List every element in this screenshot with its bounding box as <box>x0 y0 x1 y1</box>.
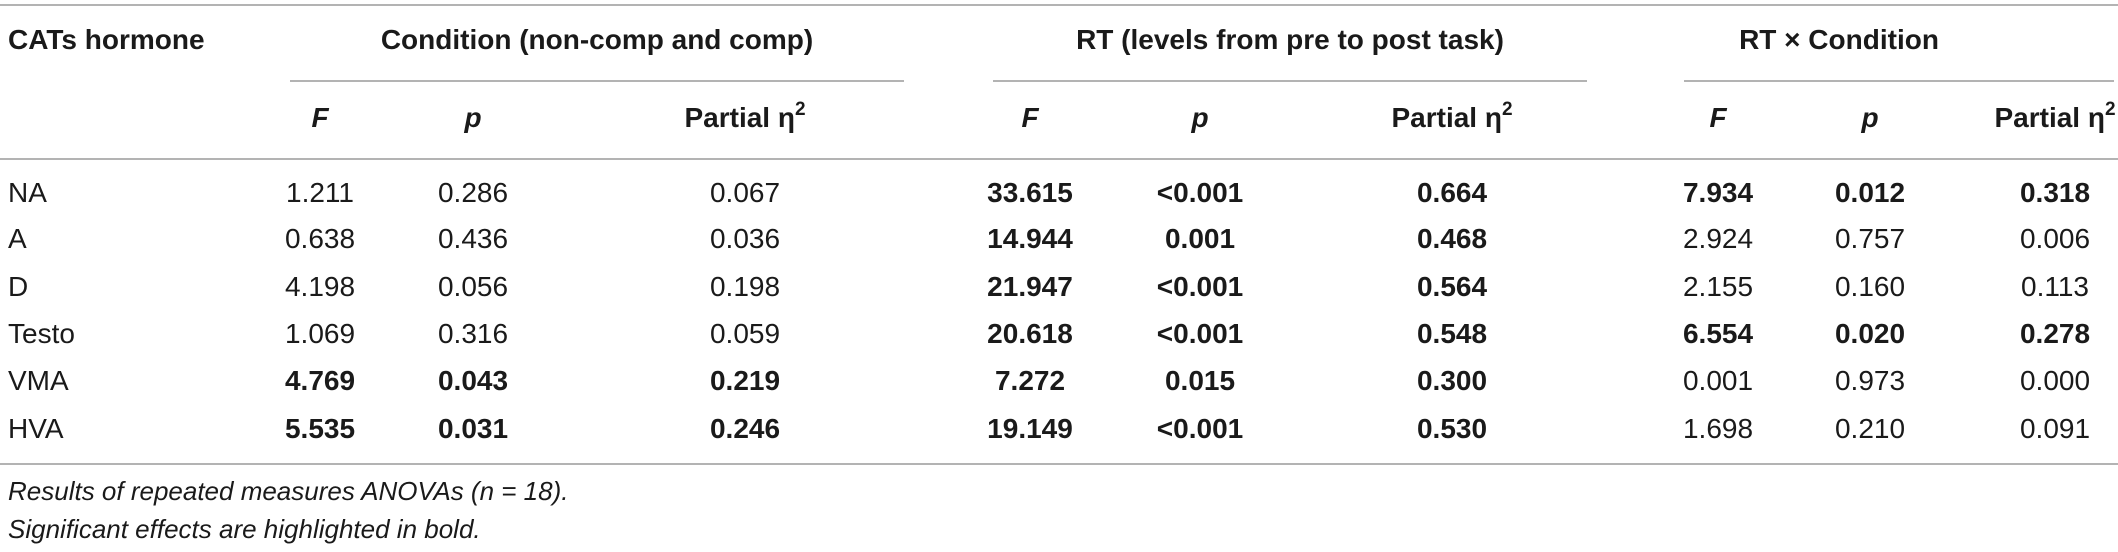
table-cell: 2.924 <box>1682 223 1754 254</box>
table-cell: 1.069 <box>284 318 356 349</box>
table-cell: 4.769 <box>284 365 356 396</box>
table-cell: 2.155 <box>1682 271 1754 302</box>
table-cell: 20.618 <box>987 318 1073 349</box>
table-cell: 0.036 <box>709 223 781 254</box>
footnote-2: Significant effects are highlighted in b… <box>8 514 481 544</box>
table-cell: 4.198 <box>284 271 356 302</box>
eta-label: Partial η <box>1994 102 2105 133</box>
table-cell: 0.436 <box>437 223 509 254</box>
table-cell: 0.564 <box>1416 271 1488 302</box>
table-cell: 0.006 <box>2019 223 2091 254</box>
subheader-f-condition: F <box>311 102 329 133</box>
row-label: Testo <box>8 318 75 349</box>
group-rule-rt <box>993 80 1587 82</box>
table-cell: 0.056 <box>437 271 509 302</box>
group-rule-condition <box>290 80 904 82</box>
table-cell: 6.554 <box>1682 318 1754 349</box>
eta-label: Partial η <box>684 102 795 133</box>
table-cell: <0.001 <box>1156 271 1244 302</box>
table-cell: 0.031 <box>437 413 509 444</box>
subheader-f-rt-x-condition: F <box>1709 102 1727 133</box>
table-cell: 1.698 <box>1682 413 1754 444</box>
table-cell: 7.934 <box>1682 177 1754 208</box>
eta-label: Partial η <box>1391 102 1502 133</box>
row-header-label: CATs hormone <box>8 24 205 55</box>
table-cell: 0.160 <box>1834 271 1906 302</box>
table-cell: 0.067 <box>709 177 781 208</box>
table-cell: 0.973 <box>1834 365 1906 396</box>
row-label: D <box>8 271 29 302</box>
table-cell: 5.535 <box>284 413 356 444</box>
table-cell: 0.286 <box>437 177 509 208</box>
table-cell: 0.468 <box>1416 223 1488 254</box>
eta-superscript: 2 <box>1501 99 1513 120</box>
subheader-f-rt: F <box>1021 102 1039 133</box>
table-cell: 0.318 <box>2019 177 2091 208</box>
top-rule <box>0 4 2118 6</box>
table-cell: 0.043 <box>437 365 509 396</box>
table-cell: 0.278 <box>2019 318 2091 349</box>
eta-superscript: 2 <box>2104 99 2116 120</box>
table-cell: <0.001 <box>1156 177 1244 208</box>
group-rule-rt-x-condition <box>1684 80 2114 82</box>
table-cell: 0.198 <box>709 271 781 302</box>
table-cell: 0.210 <box>1834 413 1906 444</box>
group-header-condition: Condition (non-comp and comp) <box>380 24 814 55</box>
bottom-rule <box>0 463 2118 465</box>
table-cell: 7.272 <box>994 365 1066 396</box>
table-cell: 14.944 <box>987 223 1073 254</box>
table-cell: 0.530 <box>1416 413 1488 444</box>
row-label: NA <box>8 177 47 208</box>
table-cell: 0.020 <box>1834 318 1906 349</box>
subheader-p-rt-x-condition: p <box>1861 102 1879 133</box>
table-cell: 0.664 <box>1416 177 1488 208</box>
row-label: VMA <box>8 365 69 396</box>
table-cell: 0.015 <box>1164 365 1236 396</box>
table-cell: 0.300 <box>1416 365 1488 396</box>
subheader-partial-eta-rt: Partial η2 <box>1391 99 1513 135</box>
footnote-1: Results of repeated measures ANOVAs (n =… <box>8 476 569 506</box>
table-cell: 0.059 <box>709 318 781 349</box>
group-header-rt-x-condition: RT × Condition <box>1739 24 1939 55</box>
group-header-rt: RT (levels from pre to post task) <box>1076 24 1504 55</box>
table-cell: 0.638 <box>284 223 356 254</box>
table-cell: 19.149 <box>987 413 1073 444</box>
row-label: A <box>8 223 27 254</box>
table-cell: 21.947 <box>987 271 1073 302</box>
table-cell: 0.316 <box>437 318 509 349</box>
table-cell: <0.001 <box>1156 413 1244 444</box>
subheader-partial-eta-condition: Partial η2 <box>684 99 806 135</box>
eta-superscript: 2 <box>794 99 806 120</box>
row-label: HVA <box>8 413 64 444</box>
table-cell: 33.615 <box>987 177 1073 208</box>
table-cell: 0.113 <box>2021 271 2089 302</box>
table-cell: <0.001 <box>1156 318 1244 349</box>
subheader-partial-eta-rt-x-condition: Partial η2 <box>1994 99 2116 135</box>
subheader-p-condition: p <box>464 102 482 133</box>
table-cell: 0.219 <box>709 365 781 396</box>
table-cell: 1.211 <box>286 177 354 208</box>
table-cell: 0.757 <box>1834 223 1906 254</box>
table-cell: 0.548 <box>1416 318 1488 349</box>
table-cell: 0.001 <box>1164 223 1236 254</box>
table-cell: 0.001 <box>1682 365 1754 396</box>
header-bottom-rule <box>0 158 2118 160</box>
subheader-p-rt: p <box>1191 102 1209 133</box>
table-cell: 0.000 <box>2019 365 2091 396</box>
table-cell: 0.091 <box>2019 413 2091 444</box>
table-cell: 0.012 <box>1834 177 1906 208</box>
table-cell: 0.246 <box>709 413 781 444</box>
